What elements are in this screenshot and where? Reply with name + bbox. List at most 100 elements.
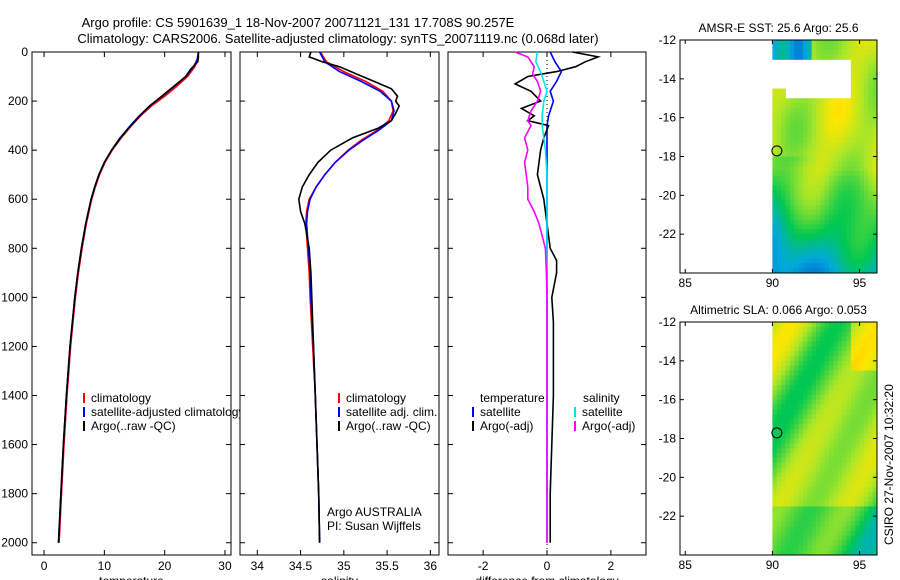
map-cell	[789, 205, 795, 211]
map-cell	[872, 209, 878, 216]
map-cell	[872, 346, 878, 352]
map-cell	[850, 180, 856, 187]
map-cell	[785, 482, 791, 488]
map-cell	[846, 195, 852, 201]
map-cell	[820, 409, 826, 415]
map-cell	[850, 161, 856, 167]
map-cell	[781, 258, 786, 264]
map-cell	[798, 453, 804, 459]
map-cell	[811, 326, 817, 333]
map-cell	[855, 44, 860, 51]
map-cell	[837, 54, 843, 60]
map-cell	[859, 103, 865, 109]
map-cell	[776, 44, 782, 51]
map-cell	[776, 496, 782, 502]
map-cell	[781, 166, 786, 172]
map-cell	[772, 243, 778, 250]
map-cell	[842, 258, 847, 264]
map-cell	[815, 54, 821, 60]
map-cell	[811, 443, 817, 449]
map-cell	[868, 462, 874, 469]
map-cell	[863, 477, 869, 483]
map-cell	[842, 370, 847, 376]
map-cell	[833, 243, 839, 250]
map-cell	[807, 351, 813, 357]
map-cell	[829, 360, 834, 367]
map-cell	[798, 156, 804, 162]
map-cell	[846, 248, 852, 254]
map-cell	[789, 472, 795, 478]
map-cell	[798, 268, 804, 274]
map-cell	[785, 487, 791, 493]
map-cell	[772, 409, 778, 415]
map-cell	[850, 322, 856, 328]
map-cell	[868, 248, 874, 254]
map-cell	[859, 93, 865, 99]
map-cell	[872, 521, 878, 527]
plot-frame	[31, 51, 232, 556]
map-cell	[811, 360, 817, 367]
map-cell	[785, 341, 791, 347]
map-cell	[807, 491, 813, 498]
map-cell	[872, 141, 878, 148]
map-cell	[833, 351, 839, 357]
map-cell	[794, 54, 799, 60]
figure-title-line1: Argo profile: CS 5901639_1 18-Nov-2007 2…	[82, 15, 515, 30]
y-tick-label: 400	[8, 143, 28, 157]
map-cell	[802, 389, 808, 396]
map-cell	[798, 54, 804, 60]
map-cell	[829, 530, 834, 536]
map-cell	[820, 331, 826, 337]
map-cell	[798, 414, 804, 420]
map-cell	[837, 341, 843, 347]
map-cell	[863, 59, 869, 65]
map-cell	[820, 234, 826, 240]
map-cell	[829, 482, 834, 488]
map-cell	[824, 477, 830, 483]
map-cell	[872, 419, 878, 425]
map-cell	[785, 253, 791, 259]
map-cell	[872, 44, 878, 51]
map-cell	[811, 404, 817, 410]
map-cell	[815, 409, 821, 415]
map-cell	[811, 190, 817, 196]
map-cell	[837, 448, 843, 454]
map-cell	[850, 496, 856, 502]
map-cell	[846, 190, 852, 196]
map-cell	[829, 54, 834, 60]
map-cell	[855, 419, 860, 425]
map-cell	[807, 322, 813, 328]
map-cell	[772, 195, 778, 201]
map-cell	[837, 107, 843, 114]
map-cell	[863, 64, 869, 70]
map-cell	[842, 151, 847, 157]
map-cell	[829, 146, 834, 153]
map-cell	[872, 112, 878, 119]
map-cell	[868, 107, 874, 114]
map-cell	[807, 487, 813, 493]
map-cell	[776, 248, 782, 254]
map-cell	[855, 550, 860, 556]
map-cell	[820, 389, 826, 396]
map-cell	[794, 103, 799, 109]
map-cell	[802, 166, 808, 172]
map-cell	[789, 44, 795, 51]
map-cell	[811, 535, 817, 541]
map-cell	[846, 404, 852, 410]
map-cell	[772, 346, 778, 352]
salinity-profile-panel: 3434.53535.536salinityclimatologysatelli…	[239, 51, 440, 580]
map-cell	[850, 64, 856, 70]
map-cell	[868, 132, 874, 138]
map-cell	[811, 545, 817, 551]
map-cell	[802, 229, 808, 235]
map-cell	[776, 457, 782, 464]
map-cell	[872, 200, 878, 206]
map-cell	[872, 409, 878, 415]
map-cell	[829, 448, 834, 454]
map-cell	[833, 438, 839, 444]
map-cell	[820, 346, 826, 352]
map-cell	[829, 341, 834, 347]
map-cell	[776, 399, 782, 405]
map-cell	[776, 214, 782, 220]
map-cell	[859, 151, 865, 157]
